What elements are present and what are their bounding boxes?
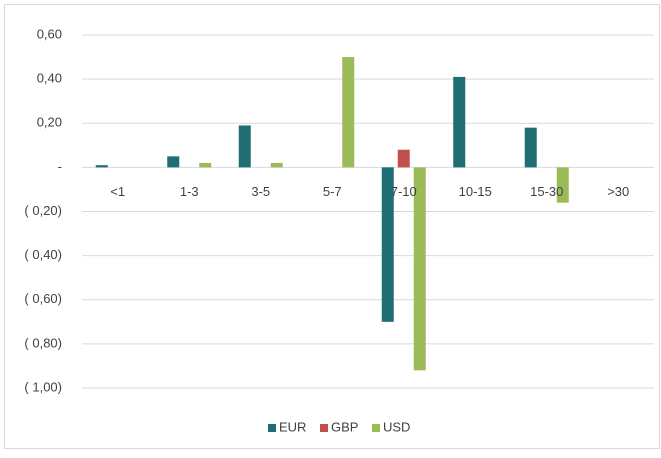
- x-tick-label: >30: [607, 184, 629, 199]
- bar: [342, 57, 355, 168]
- legend-swatch: [320, 424, 328, 432]
- chart-border: [4, 4, 660, 449]
- y-tick-label: -: [58, 159, 62, 174]
- y-tick-label: ( 0,40): [24, 247, 62, 262]
- bar: [95, 165, 108, 168]
- bar: [238, 125, 251, 168]
- x-tick-label: 7-10: [391, 184, 417, 199]
- y-tick-label: ( 0,60): [24, 291, 62, 306]
- bar: [381, 167, 394, 322]
- x-tick-label: 3-5: [251, 184, 270, 199]
- legend-label: EUR: [279, 419, 306, 434]
- y-tick-label: 0,60: [37, 26, 62, 41]
- legend-label: USD: [383, 419, 410, 434]
- legend-swatch: [268, 424, 276, 432]
- x-tick-label: 1-3: [180, 184, 199, 199]
- bar: [270, 162, 283, 168]
- y-tick-label: ( 1,00): [24, 379, 62, 394]
- bar: [413, 167, 426, 371]
- bar: [524, 127, 537, 168]
- x-tick-label: 15-30: [530, 184, 563, 199]
- x-tick-label: <1: [110, 184, 125, 199]
- y-tick-label: ( 0,80): [24, 335, 62, 350]
- bar: [167, 156, 180, 168]
- bar: [453, 76, 466, 168]
- legend-swatch: [372, 424, 380, 432]
- bar: [199, 162, 212, 168]
- x-tick-label: 10-15: [459, 184, 492, 199]
- legend-label: GBP: [331, 419, 358, 434]
- y-tick-label: 0,40: [37, 71, 62, 86]
- y-tick-label: ( 0,20): [24, 203, 62, 218]
- y-tick-label: 0,20: [37, 115, 62, 130]
- bar: [556, 167, 569, 203]
- bar: [397, 149, 410, 168]
- x-tick-label: 5-7: [323, 184, 342, 199]
